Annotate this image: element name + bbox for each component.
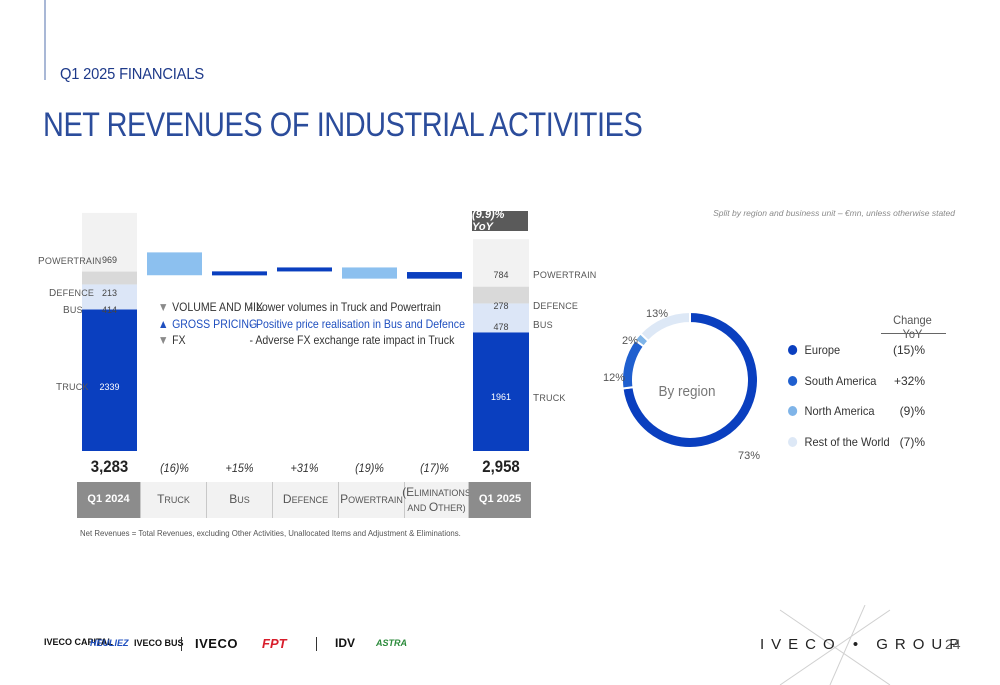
q1-2024-truck-side-label: TRUCK — [56, 382, 89, 393]
legend-change-europe: (15)% — [892, 343, 925, 357]
powertrain-delta-pct: (19)% — [355, 461, 384, 475]
q1-2025-total: 2,958 — [482, 457, 520, 476]
driver-volume-mix: ▼ VOLUME AND MIX- Lower volumes in Truck … — [158, 300, 441, 314]
q1-2025-defence-segment — [473, 286, 529, 304]
units-note: Split by region and business unit – €mn,… — [713, 208, 955, 218]
logo-astra: ASTRA — [376, 638, 407, 648]
logo-divider — [181, 637, 182, 651]
legend-dot — [788, 406, 798, 416]
legend-header: Change YoY — [893, 313, 932, 341]
legend-item-rest-of-world: Rest of the World — [788, 435, 890, 449]
q1-2024-bus-value: 414 — [101, 305, 118, 315]
category-truck: TRUCK — [141, 482, 207, 518]
section-label: Q1 2025 FINANCIALS — [60, 66, 204, 83]
legend-dot — [788, 345, 798, 355]
driver-fx: ▼ FX - Adverse FX exchange rate impact in … — [158, 333, 455, 347]
page-title: NET REVENUES OF INDUSTRIAL ACTIVITIES — [43, 106, 643, 144]
category-eliminations: (ELIMINATIONS AND OTHER) — [402, 482, 471, 518]
legend-item-north-america: North America — [788, 404, 875, 418]
eliminations-delta-bar — [407, 272, 462, 279]
category-defence: DEFENCE — [273, 482, 339, 518]
page-number: 24 — [945, 636, 961, 652]
truck-delta-pct: (16)% — [160, 461, 189, 475]
defence-delta-pct: +31% — [290, 461, 319, 475]
legend-change-south-america: +32% — [893, 374, 925, 388]
q1-2025-powertrain-segment — [473, 239, 529, 287]
group-logo-lines — [779, 605, 891, 685]
legend-change-north-america: (9)% — [899, 404, 925, 418]
q1-2024-powertrain-value: 969 — [101, 255, 118, 265]
logo-idv: IDV — [335, 636, 356, 650]
down-triangle-icon: ▼ — [158, 333, 169, 347]
group-logo: IVECO • GROUP — [760, 636, 967, 653]
defence-delta-bar — [277, 267, 332, 272]
donut-slice-south-america — [621, 338, 646, 390]
legend-item-europe: Europe — [788, 343, 840, 357]
q1-2025-powertrain-value: 784 — [493, 270, 509, 280]
truck-delta-bar — [147, 252, 202, 276]
category-powertrain: POWERTRAIN — [339, 482, 405, 518]
q1-2024-defence-segment — [82, 271, 137, 285]
eliminations-delta-pct: (17)% — [420, 461, 449, 475]
q1-2025-bus-side-label: BUS — [533, 320, 553, 331]
q1-2024-truck-value: 2339 — [99, 382, 120, 392]
legend-dot — [788, 376, 798, 386]
logo-heuliez: HEULIEZ — [90, 638, 129, 648]
q1-2025-defence-side-label: DEFENCE — [533, 301, 579, 312]
yoy-badge-text: (9.9)% YoY — [472, 209, 505, 233]
legend-item-south-america: South America — [788, 374, 876, 388]
accent-line — [44, 0, 46, 80]
category-q1-2024: Q1 2024 — [77, 482, 141, 518]
powertrain-delta-bar — [342, 267, 397, 279]
slice-label-europe: 73% — [738, 450, 761, 462]
logo-divider — [316, 637, 317, 651]
logo-iveco-bus: IVECO BUS — [134, 638, 184, 648]
q1-2024-defence-value: 213 — [101, 288, 118, 298]
q1-2025-defence-value: 278 — [493, 301, 509, 311]
footnote: Net Revenues = Total Revenues, excluding… — [80, 528, 461, 538]
q1-2024-total: 3,283 — [90, 457, 129, 476]
category-q1-2025: Q1 2025 — [469, 482, 531, 518]
slice-label-rest-of-world: 13% — [646, 308, 669, 320]
donut-chart — [621, 310, 759, 449]
driver-gross-pricing: ▲ GROSS PRICING- Positive price realisati… — [158, 317, 465, 331]
down-triangle-icon: ▼ — [158, 300, 169, 314]
yoy-badge: (9.9)% YoY — [472, 209, 528, 233]
bus-delta-pct: +15% — [225, 461, 254, 475]
donut-center-label: By region — [658, 383, 716, 400]
q1-2024-defence-side-label: DEFENCE — [49, 288, 95, 299]
legend-change-rest-of-world: (7)% — [899, 435, 925, 449]
logo-iveco: IVECO — [195, 636, 238, 651]
logo-fpt: FPT — [262, 636, 287, 651]
q1-2025-bus-segment — [473, 303, 529, 333]
legend-header-rule — [881, 333, 946, 334]
q1-2024-powertrain-side-label: POWERTRAIN — [38, 256, 102, 267]
q1-2024-truck-segment — [82, 309, 137, 451]
donut-slice-rest-of-the-world — [639, 310, 691, 343]
slice-label-north-america: 2% — [622, 335, 638, 347]
q1-2024-powertrain-segment — [82, 212, 137, 272]
q1-2025-powertrain-side-label: POWERTRAIN — [533, 270, 597, 281]
q1-2025-truck-value: 1961 — [490, 392, 512, 402]
q1-2025-bus-value: 478 — [493, 322, 509, 332]
category-bus: BUS — [207, 482, 273, 518]
bus-delta-bar — [212, 271, 267, 276]
logo-iveco-capital: IVECO CAPITAL — [44, 637, 113, 647]
q1-2024-bus-segment — [82, 284, 137, 310]
q1-2024-bus-side-label: BUS — [63, 305, 83, 316]
slice-label-south-america: 12% — [603, 372, 626, 384]
q1-2025-truck-segment — [473, 332, 529, 451]
legend-dot — [788, 437, 798, 447]
q1-2025-truck-side-label: TRUCK — [533, 393, 566, 404]
up-triangle-icon: ▲ — [158, 317, 169, 331]
